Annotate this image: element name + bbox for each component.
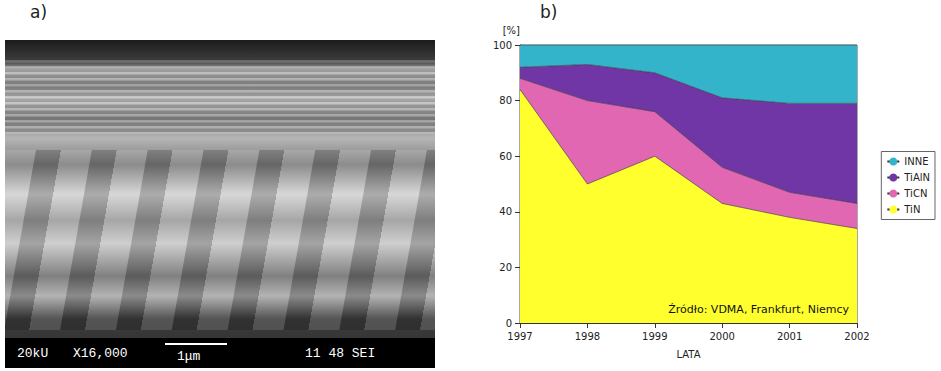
- html-text:b): b): [540, 2, 558, 22]
- svg-text:TiN: TiN: [903, 204, 920, 215]
- svg-text:0: 0: [506, 318, 512, 329]
- svg-text:2002: 2002: [844, 331, 869, 342]
- html-text:1μm: 1μm: [177, 349, 201, 364]
- svg-text:60: 60: [499, 151, 512, 162]
- svg-text:2001: 2001: [777, 331, 802, 342]
- svg-text:20: 20: [499, 262, 512, 273]
- svg-text:1999: 1999: [642, 331, 667, 342]
- svg-text:2000: 2000: [709, 331, 734, 342]
- html-text:X16,000: X16,000: [73, 346, 128, 361]
- svg-text:TiCN: TiCN: [903, 188, 927, 199]
- svg-text:40: 40: [499, 206, 512, 217]
- svg-text:TiAlN: TiAlN: [903, 172, 930, 183]
- html-text:11 48 SEI: 11 48 SEI: [305, 346, 376, 361]
- svg-text:[%]: [%]: [503, 25, 520, 36]
- html-text:20kU: 20kU: [17, 346, 49, 361]
- svg-text:1997: 1997: [507, 331, 532, 342]
- svg-text:80: 80: [499, 95, 512, 106]
- svg-text:Źródło: VDMA, Frankfurt, Niemc: Źródło: VDMA, Frankfurt, Niemcy: [668, 303, 849, 316]
- svg-text:INNE: INNE: [904, 156, 928, 167]
- svg-text:100: 100: [493, 40, 512, 51]
- svg-text:1998: 1998: [575, 331, 600, 342]
- svg-text:LATA: LATA: [676, 349, 700, 360]
- html-text:a): a): [30, 2, 48, 22]
